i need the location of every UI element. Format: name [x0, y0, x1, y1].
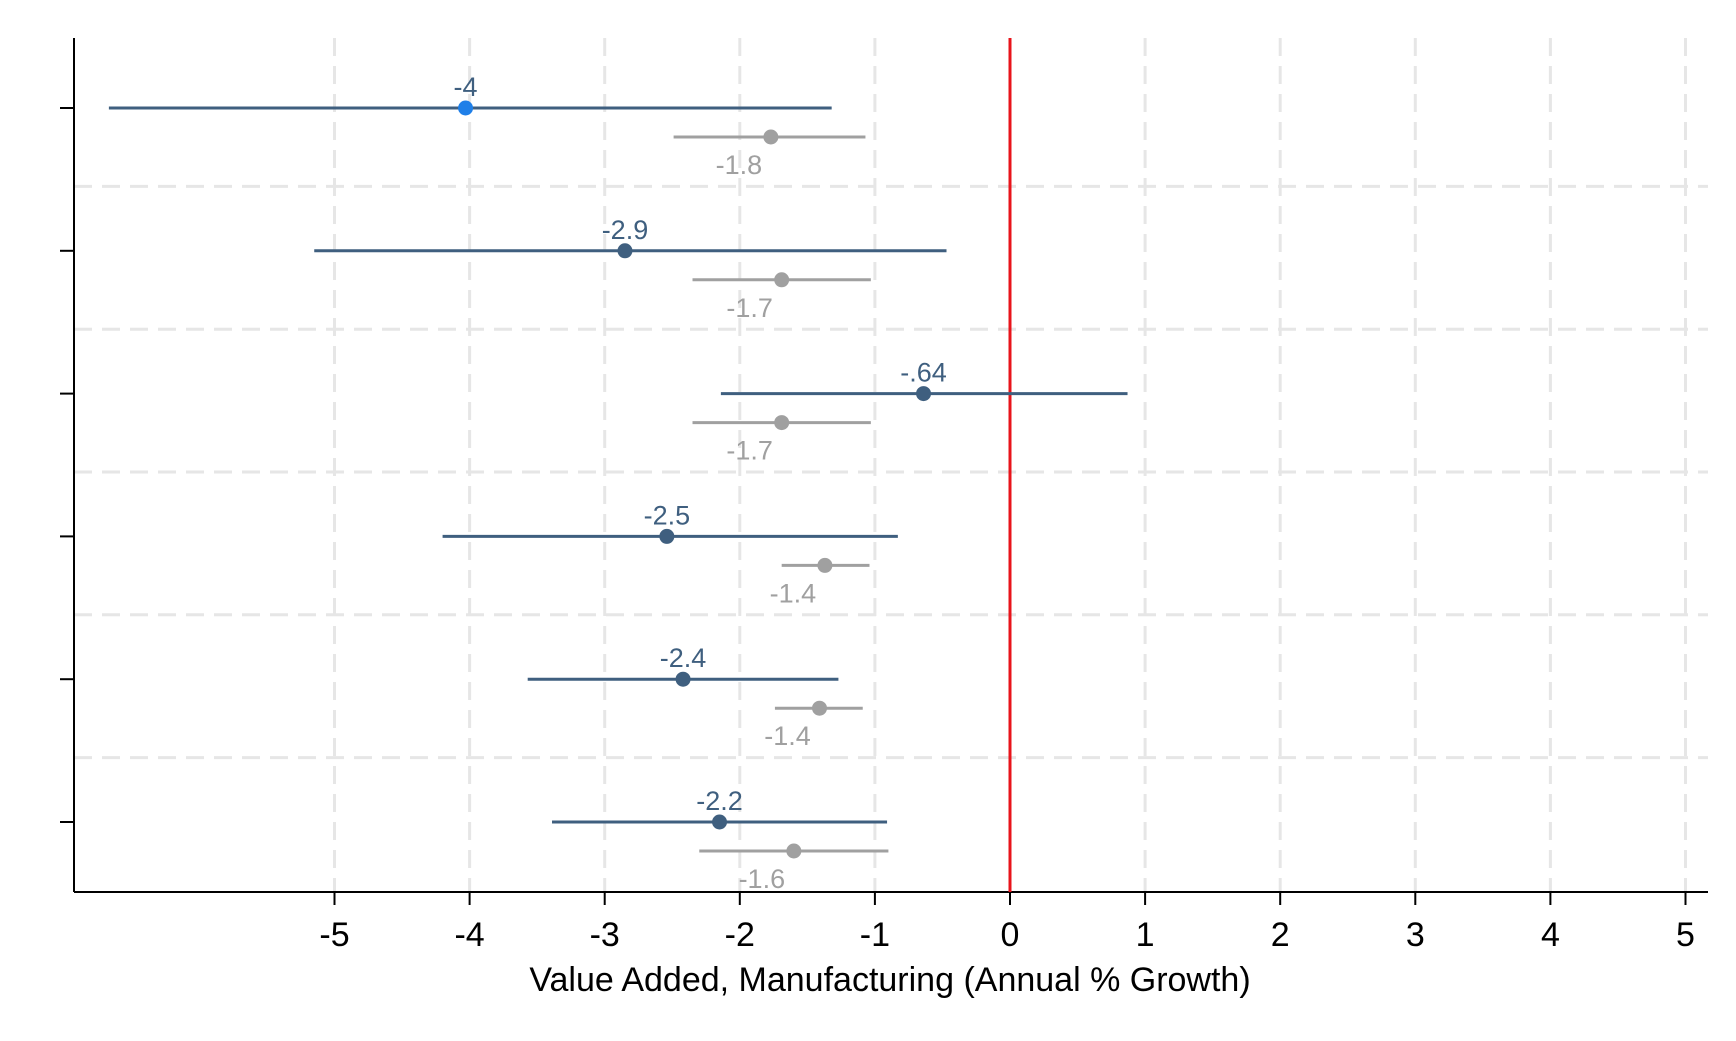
x-tick-label: -2 — [725, 916, 755, 954]
primary-point — [458, 100, 474, 116]
x-axis-title: Value Added, Manufacturing (Annual % Gro… — [529, 961, 1250, 999]
x-tick-label: 4 — [1541, 916, 1560, 954]
secondary-point — [763, 129, 779, 145]
primary-point — [617, 243, 633, 259]
x-tick-label: 3 — [1406, 916, 1425, 954]
grid — [74, 38, 1708, 892]
x-tick-label: 0 — [1001, 916, 1020, 954]
estimate-row: -2.4 -1.4 — [527, 643, 863, 751]
primary-data-label: -.64 — [900, 358, 947, 388]
secondary-data-label: -1.4 — [770, 578, 817, 608]
secondary-point — [812, 700, 828, 716]
estimate-row: -.64 -1.7 — [692, 358, 1128, 466]
primary-point — [659, 528, 675, 544]
estimate-row: -2.9 -1.7 — [314, 215, 947, 323]
secondary-data-label: -1.7 — [726, 293, 773, 323]
primary-point — [916, 386, 932, 402]
x-tick-label: -3 — [590, 916, 620, 954]
x-tick-label: -1 — [860, 916, 890, 954]
primary-data-label: -4 — [454, 72, 478, 102]
x-tick-label: 5 — [1676, 916, 1695, 954]
primary-point — [675, 671, 691, 687]
x-tick-label: 1 — [1136, 916, 1155, 954]
secondary-point — [774, 272, 790, 288]
estimate-row: -2.5 -1.4 — [442, 500, 898, 608]
secondary-data-label: -1.7 — [726, 436, 773, 466]
secondary-point — [774, 415, 790, 431]
secondary-data-label: -1.4 — [764, 721, 811, 751]
secondary-data-label: -1.6 — [739, 864, 786, 894]
x-tick-label: -5 — [319, 916, 349, 954]
estimate-marks: -4-1.8-2.9-1.7-.64-1.7-2.5-1.4-2.4-1.4-2… — [108, 72, 1128, 894]
axes — [60, 38, 1708, 893]
estimate-row: -4 -1.8 — [108, 72, 866, 180]
secondary-point — [817, 557, 833, 573]
primary-data-label: -2.5 — [644, 500, 691, 530]
x-axis-ticks: -5 -4 -3 -2 -1 0 1 2 3 4 5 — [319, 892, 1695, 954]
secondary-data-label: -1.8 — [716, 150, 763, 180]
secondary-point — [786, 843, 802, 859]
x-tick-label: -4 — [454, 916, 484, 954]
primary-data-label: -2.2 — [696, 786, 743, 816]
primary-point — [712, 814, 728, 830]
estimate-row: -2.2 -1.6 — [552, 786, 889, 894]
primary-data-label: -2.9 — [602, 215, 649, 245]
primary-data-label: -2.4 — [660, 643, 707, 673]
x-tick-label: 2 — [1271, 916, 1290, 954]
